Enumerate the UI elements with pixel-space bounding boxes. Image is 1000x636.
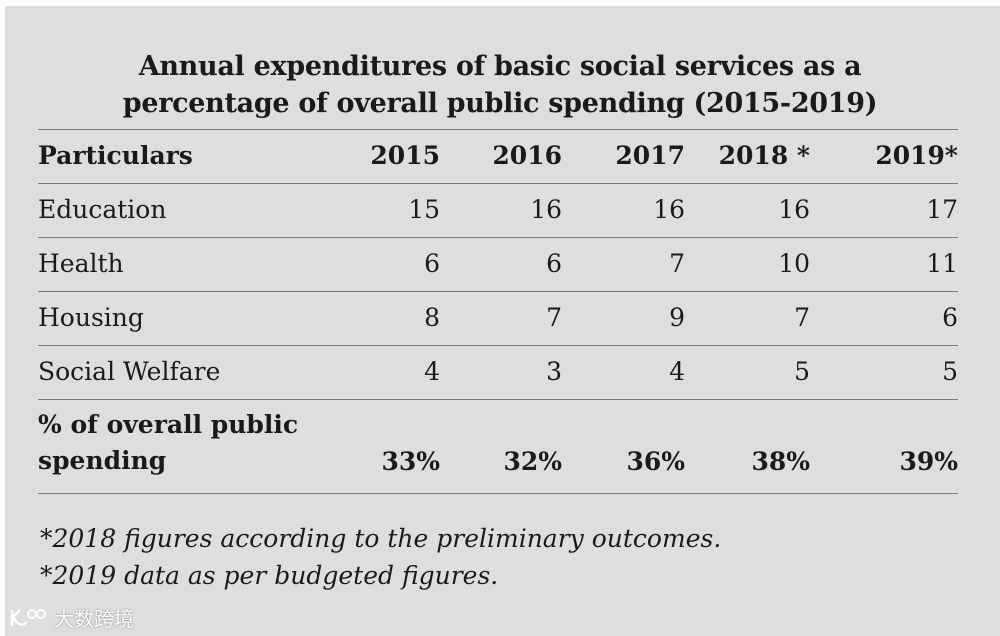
table-cell: 3: [546, 357, 562, 386]
title-line-2: percentage of overall public spending (2…: [122, 88, 878, 119]
table-cell: 7: [546, 303, 562, 332]
header-cell: 2019*: [875, 141, 958, 170]
table-cell: 17: [926, 195, 958, 224]
row-label: Education: [38, 195, 167, 224]
table-cell: 9: [669, 303, 685, 332]
table-cell: 6: [424, 249, 440, 278]
table-cell: 16: [778, 195, 810, 224]
table-cell: 16: [653, 195, 685, 224]
header-cell: 2017: [615, 141, 685, 170]
total-cell: 38%: [751, 447, 810, 476]
header-cell: 2016: [492, 141, 562, 170]
table-cell: 16: [530, 195, 562, 224]
watermark-text: 大数跨境: [54, 607, 134, 631]
total-cell: 33%: [381, 447, 440, 476]
footnotes: *2018 figures according to the prelimina…: [40, 520, 721, 594]
table-row: Housing 8 7 9 7 6: [38, 291, 958, 345]
total-cell: 39%: [899, 447, 958, 476]
table-cell: 8: [424, 303, 440, 332]
table-row: Health 6 6 7 10 11: [38, 237, 958, 291]
header-row: Particulars 2015 2016 2017 2018 * 2019*: [38, 129, 958, 183]
row-label: Social Welfare: [38, 357, 221, 386]
divider: [38, 129, 958, 130]
divider: [38, 399, 958, 400]
table-cell: 6: [942, 303, 958, 332]
table-title: Annual expenditures of basic social serv…: [0, 48, 1000, 122]
table-cell: 7: [794, 303, 810, 332]
divider: [38, 237, 958, 238]
table-cell: 11: [926, 249, 958, 278]
row-label: Health: [38, 249, 124, 278]
table-row: Education 15 16 16 16 17: [38, 183, 958, 237]
table-cell: 6: [546, 249, 562, 278]
table-cell: 10: [778, 249, 810, 278]
footnote: *2019 data as per budgeted figures.: [40, 561, 499, 590]
header-cell: Particulars: [38, 141, 193, 170]
divider: [38, 493, 958, 494]
table-cell: 5: [942, 357, 958, 386]
total-row: % of overall public spending 33% 32% 36%…: [38, 399, 958, 493]
table-cell: 4: [424, 357, 440, 386]
divider: [38, 345, 958, 346]
table-panel: [5, 6, 1000, 636]
row-label: Housing: [38, 303, 144, 332]
total-cell: 36%: [626, 447, 685, 476]
watermark-logo-icon: [10, 608, 46, 626]
divider: [38, 183, 958, 184]
divider: [38, 291, 958, 292]
watermark: 大数跨境: [8, 603, 134, 632]
title-line-1: Annual expenditures of basic social serv…: [138, 51, 862, 82]
total-label: % of overall public spending: [38, 410, 299, 475]
table-cell: 15: [408, 195, 440, 224]
header-cell: 2018 *: [718, 141, 810, 170]
header-cell: 2015: [370, 141, 440, 170]
table-row: Social Welfare 4 3 4 5 5: [38, 345, 958, 399]
total-cell: 32%: [503, 447, 562, 476]
table-cell: 5: [794, 357, 810, 386]
footnote: *2018 figures according to the prelimina…: [40, 524, 722, 553]
table-cell: 7: [669, 249, 685, 278]
table-cell: 4: [669, 357, 685, 386]
